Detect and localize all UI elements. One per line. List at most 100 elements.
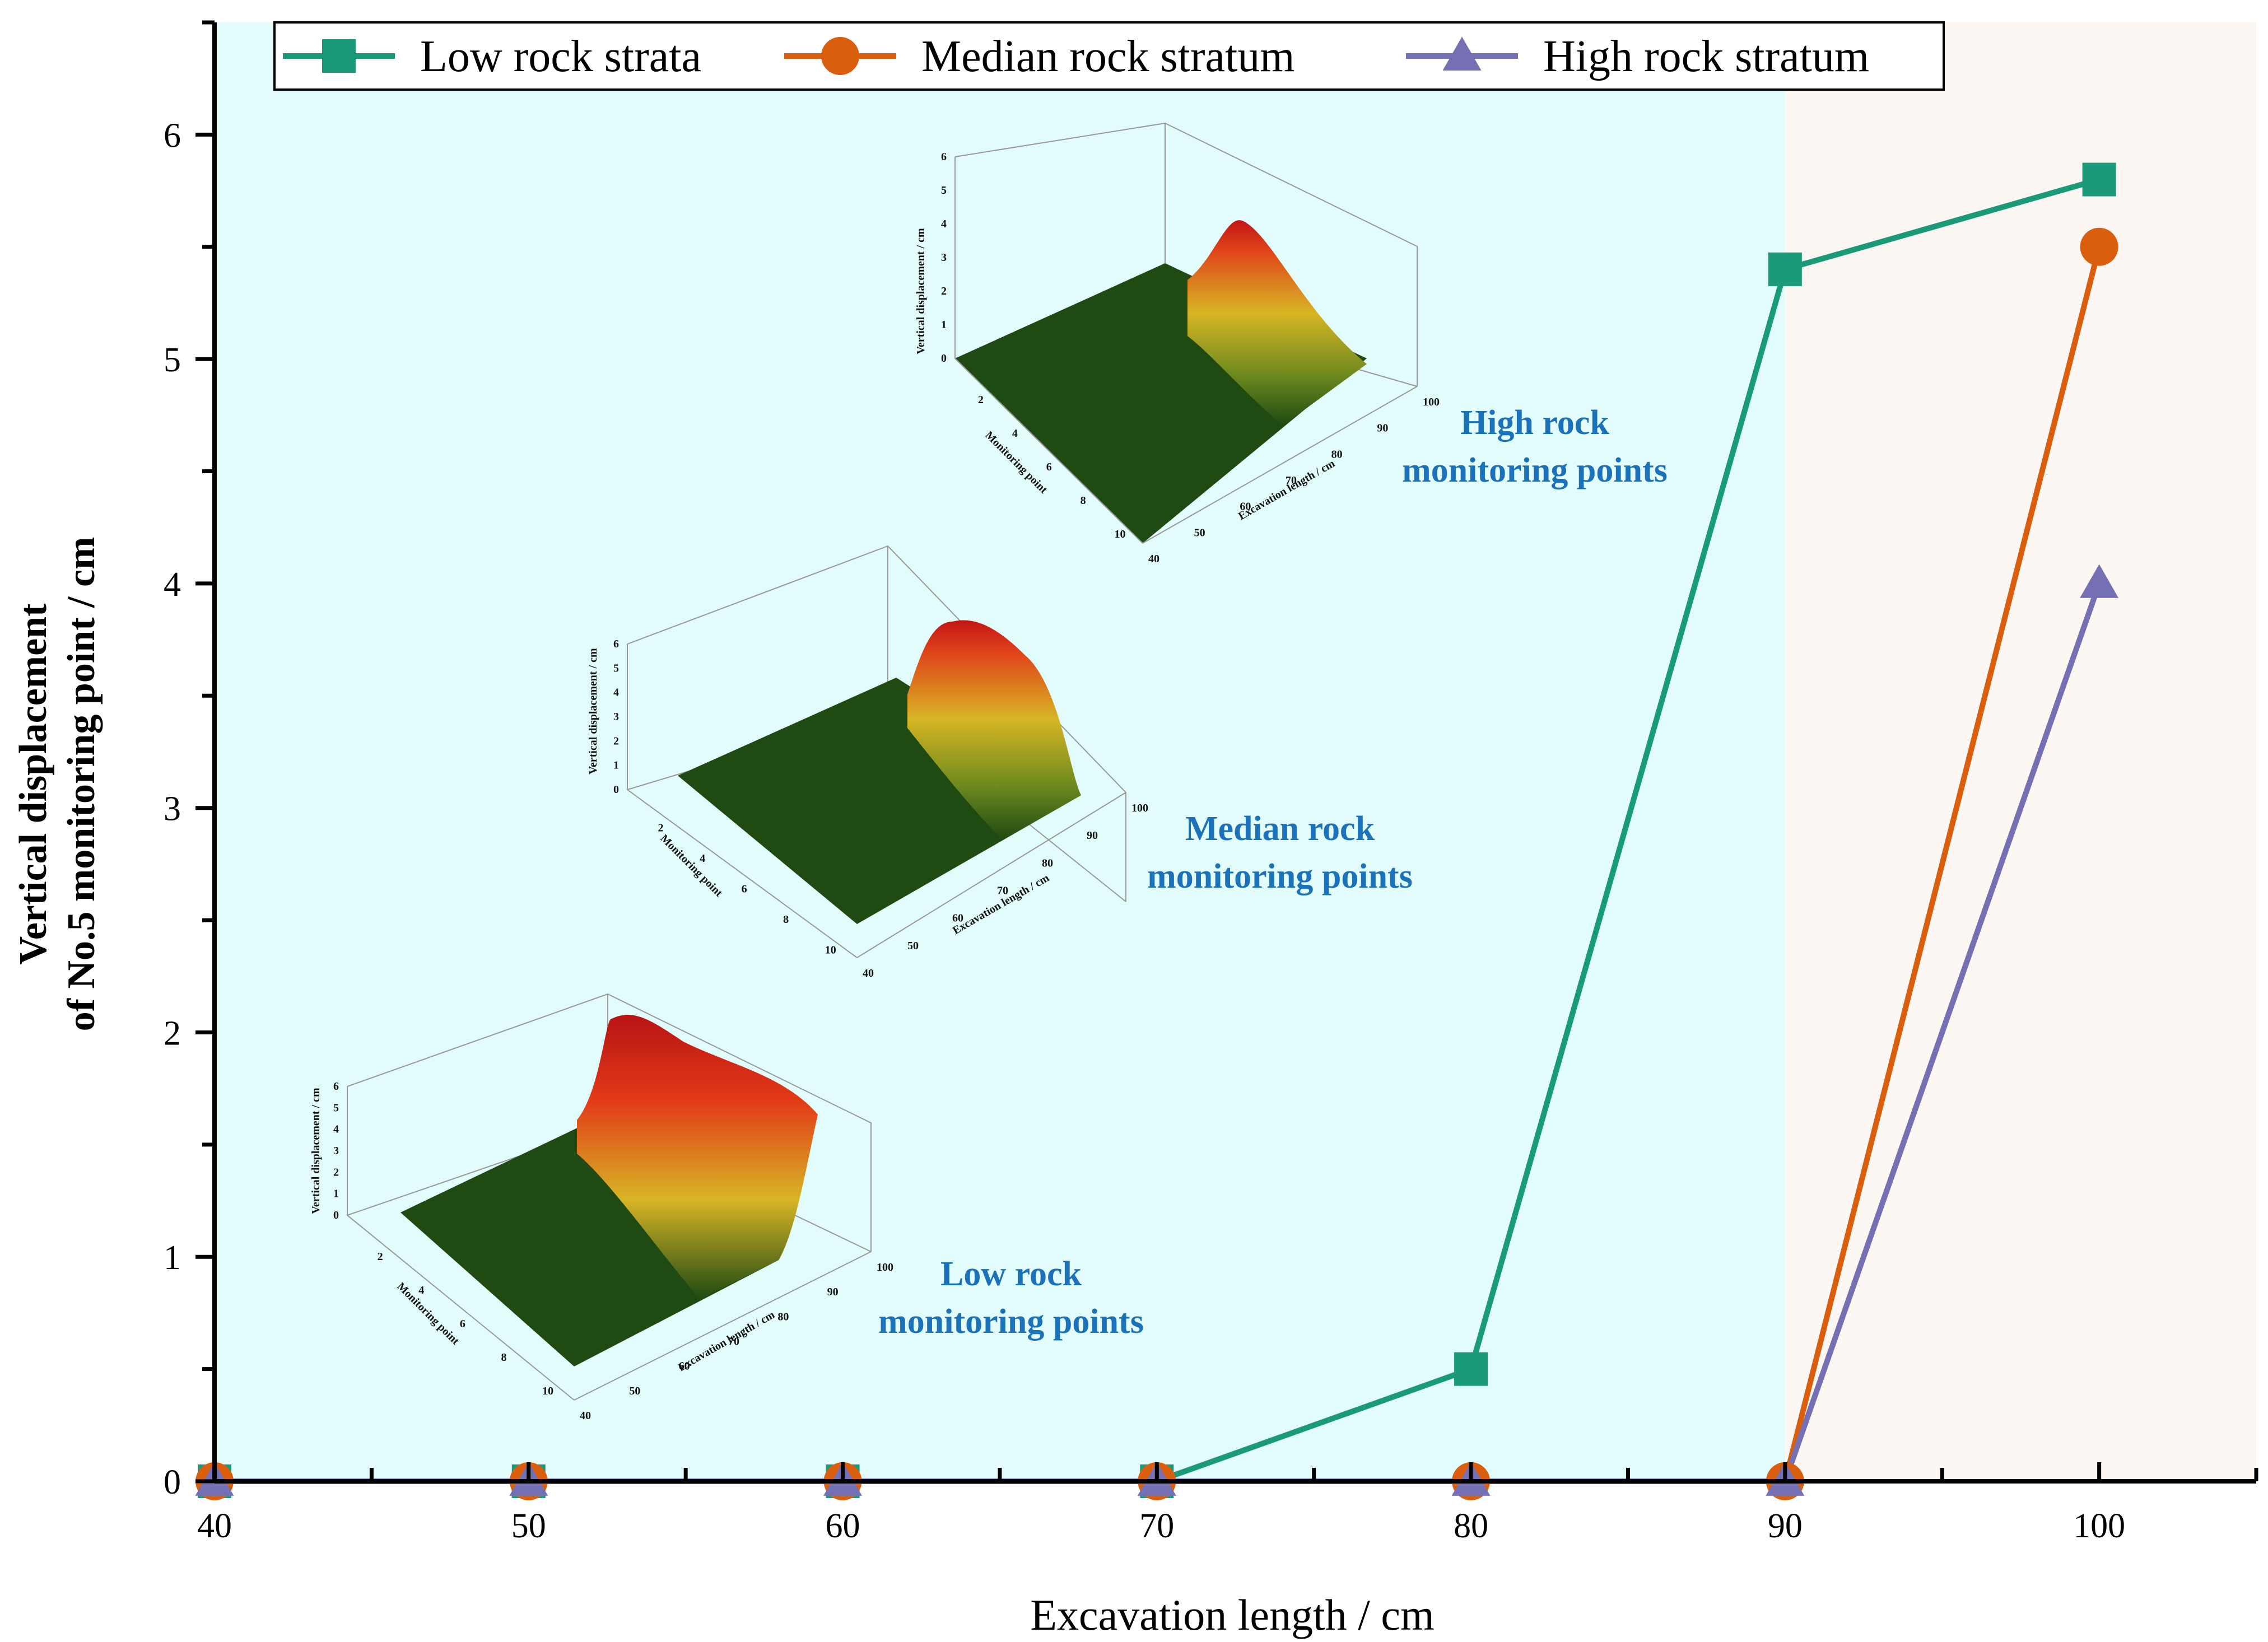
- y-axis-title-line1: Vertical displacement: [12, 604, 55, 965]
- inset-low-ztick-1: 1: [333, 1188, 339, 1200]
- y-tick-label-0: 0: [164, 1463, 181, 1501]
- inset-high-ytick-2: 6: [1046, 461, 1052, 473]
- inset-median-label-line2: monitoring points: [1147, 857, 1413, 895]
- inset-low-label-line2: monitoring points: [878, 1303, 1144, 1341]
- inset-low-ztick-0: 0: [333, 1209, 339, 1221]
- inset-low-xtick-0: 40: [580, 1410, 591, 1422]
- inset-high-ytick-4: 10: [1115, 528, 1126, 540]
- data-point-0-6: [2082, 162, 2116, 197]
- x-tick-label-60: 60: [826, 1507, 860, 1545]
- inset-low-xtick-2: 60: [679, 1360, 690, 1373]
- inset-median-label-line1: Median rock: [1185, 810, 1375, 848]
- inset-low-xtick-3: 70: [728, 1336, 739, 1348]
- y-tick-label-2: 2: [164, 1014, 181, 1052]
- data-point-0-4: [1454, 1352, 1488, 1386]
- inset-high-ztick-4: 4: [941, 218, 947, 230]
- x-tick-label-80: 80: [1454, 1507, 1488, 1545]
- inset-low-xtick-6: 100: [877, 1261, 893, 1274]
- inset-high-ytick-0: 2: [978, 394, 984, 406]
- inset-median-xtick-5: 90: [1087, 829, 1098, 842]
- inset-median-xtick-0: 40: [863, 967, 874, 979]
- inset-high-ytick-1: 4: [1012, 427, 1018, 440]
- y-tick-label-5: 5: [164, 341, 181, 379]
- inset-high-xtick-3: 70: [1286, 474, 1297, 487]
- legend-marker-0: [322, 39, 356, 73]
- inset-median-xtick-4: 80: [1042, 857, 1053, 869]
- inset-high-ztick-3: 3: [941, 251, 947, 264]
- inset-low-ztick-5: 5: [333, 1102, 339, 1114]
- x-tick-label-50: 50: [511, 1507, 546, 1545]
- inset-median-ytick-0: 2: [658, 822, 664, 834]
- inset-low-xtick-1: 50: [629, 1385, 640, 1397]
- inset-median-ztick-1: 1: [613, 759, 619, 772]
- x-tick-label-90: 90: [1768, 1507, 1803, 1545]
- legend-marker-1: [821, 37, 859, 75]
- inset-high-xtick-4: 80: [1331, 448, 1343, 460]
- inset-low-ztick-3: 3: [333, 1145, 339, 1157]
- inset-high-xtick-0: 40: [1148, 553, 1159, 565]
- inset-low-ytick-2: 6: [460, 1318, 465, 1330]
- legend-label-2: High rock stratum: [1543, 32, 1869, 81]
- inset-median-ytick-3: 8: [783, 913, 789, 926]
- inset-high-label-line2: monitoring points: [1402, 451, 1668, 489]
- inset-median-xtick-3: 70: [997, 885, 1008, 897]
- inset-low-label-line1: Low rock: [940, 1255, 1082, 1293]
- inset-median-ztick-6: 6: [613, 638, 619, 650]
- legend: Low rock strata Median rock stratum High r…: [273, 21, 1945, 91]
- y-tick-label-1: 1: [164, 1239, 181, 1277]
- inset-median-ztick-5: 5: [613, 662, 619, 674]
- inset-median-xtick-1: 50: [907, 940, 919, 952]
- data-point-1-6: [2080, 227, 2118, 266]
- x-tick-label-100: 100: [2073, 1507, 2125, 1545]
- inset-median-xtick-2: 60: [952, 912, 963, 925]
- inset-high-xtick-5: 90: [1377, 422, 1388, 435]
- inset-median-ytick-2: 6: [742, 883, 747, 895]
- inset-high-xtick-1: 50: [1194, 526, 1205, 539]
- inset-low-ytick-0: 2: [378, 1251, 383, 1263]
- inset-high-xtick-6: 100: [1423, 396, 1440, 408]
- inset-high-ztick-1: 1: [941, 319, 947, 331]
- legend-marker-2: [1442, 36, 1482, 71]
- inset-low-xtick-5: 90: [827, 1286, 839, 1298]
- inset-high-ztick-0: 0: [941, 352, 947, 365]
- inset-median-zlabel: Vertical displacement / cm: [587, 648, 599, 775]
- inset-median-ztick-3: 3: [613, 711, 619, 723]
- inset-median-ztick-2: 2: [613, 735, 619, 747]
- inset-high-ztick-5: 5: [941, 184, 947, 197]
- legend-label-0: Low rock strata: [420, 32, 701, 81]
- inset-low-ytick-4: 10: [542, 1385, 553, 1397]
- inset-low-zlabel: Vertical displacement / cm: [310, 1088, 322, 1214]
- inset-median-xtick-6: 100: [1131, 802, 1148, 814]
- inset-low-xtick-4: 80: [777, 1310, 789, 1323]
- y-tick-label-4: 4: [164, 566, 181, 604]
- y-axis-title-line2: of No.5 monitoring point / cm: [60, 537, 103, 1032]
- inset-low-ztick-6: 6: [333, 1080, 339, 1093]
- y-tick-label-3: 3: [164, 790, 181, 828]
- inset-high-xtick-2: 60: [1240, 501, 1251, 513]
- y-tick-label-6: 6: [164, 116, 181, 155]
- legend-label-1: Median rock stratum: [921, 32, 1294, 81]
- inset-median-ztick-0: 0: [613, 783, 619, 796]
- data-point-2-6: [2080, 564, 2119, 598]
- inset-low-ytick-1: 4: [418, 1284, 424, 1296]
- legend-box: [273, 21, 1945, 91]
- inset-high-ytick-3: 8: [1081, 495, 1086, 507]
- inset-low-ytick-3: 8: [501, 1351, 507, 1364]
- inset-median-ztick-4: 4: [613, 687, 619, 699]
- inset-median-ytick-1: 4: [700, 852, 705, 865]
- x-tick-label-70: 70: [1139, 1507, 1174, 1545]
- inset-low-ztick-2: 2: [333, 1166, 339, 1178]
- inset-low-ztick-4: 4: [333, 1123, 339, 1136]
- data-point-0-5: [1768, 252, 1802, 286]
- inset-high-zlabel: Vertical displacement / cm: [915, 228, 927, 354]
- inset-median-ytick-4: 10: [825, 944, 836, 957]
- inset-3d-surface-low: Vertical displacement / cm Monitoring po…: [310, 993, 1144, 1422]
- inset-high-ztick-2: 2: [941, 285, 947, 297]
- inset-high-label-line1: High rock: [1460, 404, 1609, 442]
- inset-high-ztick-6: 6: [941, 151, 947, 163]
- shaded-region-1: [1785, 22, 2256, 1481]
- x-axis-title: Excavation length / cm: [1030, 1590, 1434, 1639]
- x-tick-label-40: 40: [197, 1507, 232, 1545]
